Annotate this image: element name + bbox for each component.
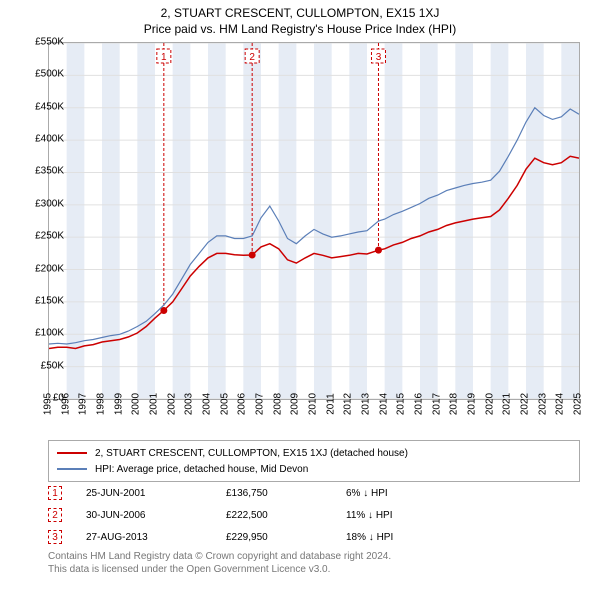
x-tick-label: 2005 [219,393,230,415]
chart-title: 2, STUART CRESCENT, CULLOMPTON, EX15 1XJ [0,0,600,20]
legend-row-2: HPI: Average price, detached house, Mid … [57,461,571,477]
x-tick-label: 2008 [272,393,283,415]
x-tick-label: 2017 [431,393,442,415]
x-tick-label: 2009 [290,393,301,415]
x-tick-label: 2011 [325,393,336,415]
x-tick-label: 2024 [555,393,566,415]
marker-diff-1: 6% ↓ HPI [346,488,466,499]
marker-date-2: 30-JUN-2006 [86,510,226,521]
x-tick-label: 2010 [308,393,319,415]
y-tick-label: £150K [14,295,64,306]
marker-diff-3: 18% ↓ HPI [346,532,466,543]
x-tick-label: 2001 [149,393,160,415]
marker-badge-2: 2 [48,508,62,522]
x-tick-label: 2021 [502,393,513,415]
y-tick-label: £400K [14,134,64,145]
chart-subtitle: Price paid vs. HM Land Registry's House … [0,20,600,36]
marker-date-1: 25-JUN-2001 [86,488,226,499]
x-tick-label: 1995 [43,393,54,415]
x-tick-label: 2025 [573,393,584,415]
x-tick-label: 2003 [184,393,195,415]
footer-line-2: This data is licensed under the Open Gov… [48,563,580,576]
y-tick-label: £300K [14,198,64,209]
y-tick-label: £0 [14,393,64,404]
x-tick-label: 2004 [202,393,213,415]
x-tick-label: 1999 [113,393,124,415]
legend-label-1: 2, STUART CRESCENT, CULLOMPTON, EX15 1XJ… [95,448,408,459]
x-tick-label: 2013 [361,393,372,415]
y-tick-label: £200K [14,263,64,274]
marker-price-3: £229,950 [226,532,346,543]
marker-badge-1: 1 [48,486,62,500]
marker-price-2: £222,500 [226,510,346,521]
marker-diff-2: 11% ↓ HPI [346,510,466,521]
x-tick-label: 1996 [60,393,71,415]
y-tick-label: £550K [14,37,64,48]
footer-attribution: Contains HM Land Registry data © Crown c… [48,550,580,576]
x-tick-label: 2023 [537,393,548,415]
y-tick-label: £450K [14,101,64,112]
x-tick-label: 1997 [78,393,89,415]
svg-text:2: 2 [249,52,255,63]
table-row: 2 30-JUN-2006 £222,500 11% ↓ HPI [48,504,580,526]
x-tick-label: 2022 [520,393,531,415]
legend-swatch-1 [57,452,87,454]
x-tick-label: 2012 [343,393,354,415]
marker-date-3: 27-AUG-2013 [86,532,226,543]
table-row: 3 27-AUG-2013 £229,950 18% ↓ HPI [48,526,580,548]
x-tick-label: 2006 [237,393,248,415]
marker-badge-3: 3 [48,530,62,544]
x-tick-label: 2016 [414,393,425,415]
x-tick-label: 1998 [96,393,107,415]
chart-container: 2, STUART CRESCENT, CULLOMPTON, EX15 1XJ… [0,0,600,590]
table-row: 1 25-JUN-2001 £136,750 6% ↓ HPI [48,482,580,504]
x-tick-label: 2015 [396,393,407,415]
y-tick-label: £350K [14,166,64,177]
y-tick-label: £500K [14,69,64,80]
footer-line-1: Contains HM Land Registry data © Crown c… [48,550,580,563]
x-tick-label: 2018 [449,393,460,415]
x-tick-label: 2020 [484,393,495,415]
y-tick-label: £100K [14,328,64,339]
x-tick-label: 2007 [255,393,266,415]
x-tick-label: 2019 [467,393,478,415]
x-tick-label: 2000 [131,393,142,415]
marker-price-1: £136,750 [226,488,346,499]
svg-text:1: 1 [161,52,167,63]
chart-plot-area: 1 2 3 [48,42,580,400]
y-tick-label: £250K [14,231,64,242]
legend: 2, STUART CRESCENT, CULLOMPTON, EX15 1XJ… [48,440,580,482]
x-tick-label: 2014 [378,393,389,415]
marker-table: 1 25-JUN-2001 £136,750 6% ↓ HPI 2 30-JUN… [48,482,580,548]
chart-svg: 1 2 3 [49,43,579,399]
y-tick-label: £50K [14,360,64,371]
legend-row-1: 2, STUART CRESCENT, CULLOMPTON, EX15 1XJ… [57,445,571,461]
x-tick-label: 2002 [166,393,177,415]
legend-swatch-2 [57,468,87,470]
legend-label-2: HPI: Average price, detached house, Mid … [95,464,308,475]
svg-text:3: 3 [376,52,382,63]
